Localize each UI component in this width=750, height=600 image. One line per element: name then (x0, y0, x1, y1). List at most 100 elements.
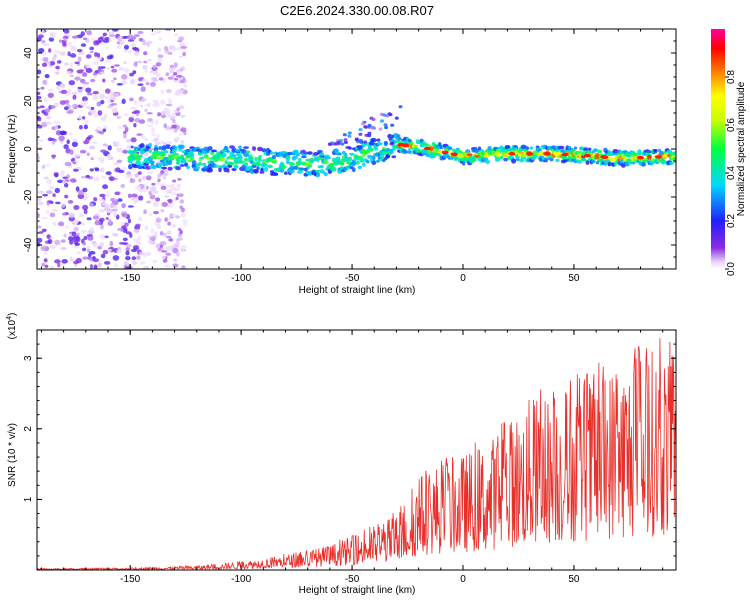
heatmap-cell (75, 232, 81, 236)
heatmap-cell (46, 234, 51, 240)
heatmap-cell (52, 221, 57, 226)
heatmap-cell (162, 174, 167, 180)
heatmap-cell (173, 77, 179, 81)
heatmap-cell (78, 51, 85, 56)
heatmap-cell (152, 260, 158, 264)
heatmap-cell (82, 187, 88, 193)
heatmap-cell (163, 107, 169, 113)
heatmap-cell (258, 154, 262, 159)
heatmap-cell (594, 153, 601, 159)
heatmap-cell (121, 98, 126, 105)
heatmap-cell (244, 157, 248, 162)
heatmap-cell (46, 115, 52, 120)
heatmap-cell (80, 229, 88, 234)
heatmap-cell (135, 223, 141, 228)
heatmap-cell (147, 239, 153, 244)
heatmap-cell (122, 237, 128, 242)
heatmap-cell (347, 156, 353, 162)
heatmap-cell (37, 37, 42, 42)
heatmap-cell (151, 32, 156, 36)
heatmap-cell (173, 258, 178, 262)
heatmap-cell (68, 236, 74, 241)
heatmap-peak (561, 152, 569, 157)
heatmap-cell (116, 83, 123, 86)
heatmap-cell (77, 115, 83, 120)
heatmap-cell (175, 136, 180, 141)
heatmap-cell (137, 30, 144, 35)
heatmap-cell (579, 146, 584, 151)
heatmap-cell (170, 46, 177, 52)
heatmap-cell (64, 62, 69, 66)
heatmap-cell (632, 152, 639, 156)
colorbar-gradient (711, 29, 725, 269)
heatmap-cell (141, 39, 146, 43)
heatmap-cell (250, 156, 254, 162)
heatmap-cell (333, 148, 339, 153)
heatmap-cell (104, 88, 111, 94)
heatmap-cell (147, 43, 151, 48)
heatmap-cell (75, 186, 80, 192)
heatmap-cell (173, 72, 178, 76)
heatmap-cell (42, 57, 49, 62)
heatmap-cell (64, 106, 69, 111)
heatmap-cell (173, 128, 178, 133)
heatmap-cell (333, 161, 339, 166)
heatmap-cell (37, 237, 43, 243)
heatmap-cell (179, 230, 183, 235)
heatmap-cell (80, 43, 87, 47)
heatmap-cell (54, 239, 61, 246)
heatmap-cell (78, 69, 85, 72)
heatmap-cell (85, 246, 91, 249)
heatmap-cell (136, 255, 141, 260)
heatmap-cell (576, 160, 583, 164)
heatmap-cell (43, 251, 48, 256)
heatmap-cell (104, 95, 109, 99)
heatmap-cell (447, 146, 453, 150)
heatmap-cell (114, 64, 120, 67)
colorbar-ticks: 0.0 0.2 0.4 0.6 0.8 (725, 70, 737, 276)
heatmap-cell (156, 134, 160, 138)
heatmap-cell (394, 116, 399, 120)
heatmap-cell (146, 112, 153, 115)
heatmap-cell (384, 125, 389, 130)
heatmap-cell (149, 160, 155, 165)
y-tick-label: 2 (23, 426, 34, 432)
heatmap-cell (99, 234, 105, 240)
heatmap-cell (44, 97, 48, 103)
heatmap-cell (114, 191, 120, 196)
heatmap-cell (543, 159, 548, 163)
heatmap-cell (37, 190, 45, 194)
heatmap-cell (74, 245, 78, 249)
heatmap-cell (153, 231, 159, 236)
heatmap-cell (51, 154, 56, 159)
heatmap-cell (38, 48, 45, 53)
heatmap-peak (654, 155, 662, 159)
heatmap-cell (43, 258, 48, 263)
heatmap-cell (69, 239, 74, 245)
heatmap-cell (162, 153, 167, 157)
heatmap-cell (152, 99, 159, 103)
heatmap-peak (637, 155, 644, 160)
heatmap-cell (668, 161, 674, 165)
heatmap-cell (92, 94, 98, 101)
heatmap-cell (371, 117, 376, 121)
heatmap-cell (127, 205, 134, 208)
heatmap-cell (67, 88, 72, 95)
heatmap-cell (571, 148, 576, 152)
heatmap-cell (114, 92, 120, 97)
heatmap-cell (289, 166, 295, 171)
heatmap-cell (73, 226, 79, 232)
heatmap-cell (133, 196, 140, 203)
heatmap-cell (82, 204, 89, 211)
heatmap-cell (64, 225, 70, 229)
y-tick-label: -40 (23, 237, 34, 252)
heatmap-cell (71, 91, 78, 96)
heatmap-cell (37, 154, 40, 160)
heatmap-cell (83, 208, 88, 215)
heatmap-cell (390, 141, 395, 145)
heatmap-cell (297, 170, 303, 174)
heatmap-cell (148, 170, 154, 174)
heatmap-peak (424, 146, 431, 151)
heatmap-cell (62, 179, 67, 184)
